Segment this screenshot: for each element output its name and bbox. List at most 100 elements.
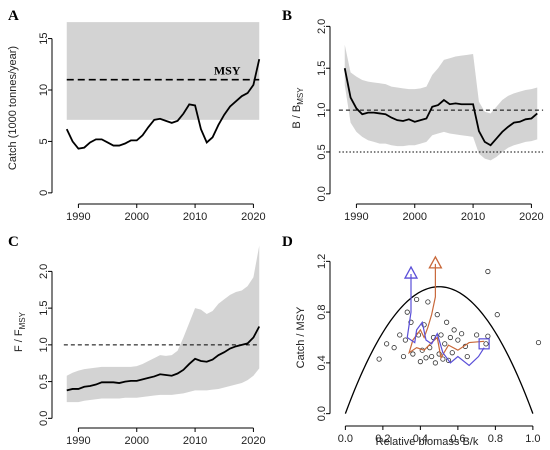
y-tick-label: 2.0 <box>38 264 50 279</box>
scatter-point <box>445 357 452 363</box>
y-tick-label: 1.5 <box>316 61 328 76</box>
scatter-point <box>410 351 416 357</box>
x-tick-label: 2010 <box>461 211 485 223</box>
x-tick-label: 0.8 <box>488 433 503 445</box>
y-axis-label-subscript: MSY <box>18 311 27 329</box>
scatter-point <box>429 353 435 360</box>
scatter-point <box>436 351 442 357</box>
uncertainty-band <box>66 245 260 403</box>
scatter-point <box>464 353 470 360</box>
scatter-point <box>483 341 489 347</box>
fishing-mortality-series-line <box>66 326 261 392</box>
y-tick-label: 1.2 <box>316 254 328 269</box>
scatter-point <box>391 345 397 351</box>
panel-label-d: D <box>282 234 293 250</box>
scatter-point <box>535 339 542 346</box>
scatter-point <box>376 356 382 362</box>
x-tick-label: 2020 <box>519 211 543 223</box>
y-axis-label: Catch (1000 tonnes/year) <box>7 46 19 170</box>
scatter-point <box>414 296 420 303</box>
scatter-point <box>494 312 500 318</box>
y-tick-label: 0.5 <box>316 144 328 159</box>
panel-label-b: B <box>282 8 292 24</box>
scatter-point <box>455 337 461 343</box>
scatter-point <box>474 332 480 338</box>
y-axis-label: Catch / MSY <box>295 306 307 368</box>
panel-b-biomass: 1990 2000 2010 2020 0.0 0.5 1.0 1.5 2.0 B / BMSY <box>291 19 544 223</box>
y-tick-label: 5 <box>38 138 50 144</box>
x-tick-label: 2020 <box>241 435 265 447</box>
scatter-point <box>400 353 407 360</box>
panel-label-a: A <box>8 8 19 24</box>
production-curve <box>344 286 534 414</box>
x-tick-label: 0.4 <box>413 433 428 445</box>
scatter-point <box>384 341 390 347</box>
start-marker-square <box>478 338 490 350</box>
y-tick-label: 1.0 <box>316 102 328 117</box>
scatter-point <box>423 355 429 361</box>
y-tick-label: 10 <box>38 84 50 96</box>
x-tick-label: 1.0 <box>525 433 540 445</box>
y-axis-label-text: F / F <box>13 329 25 352</box>
y-axis-label: F / FMSY <box>13 311 27 352</box>
msy-label: MSY <box>214 64 241 78</box>
x-tick-label: 0.0 <box>338 433 353 445</box>
y-tick-label: 0.8 <box>316 304 328 319</box>
y-tick-label: 1.5 <box>38 300 50 315</box>
scatter-point <box>438 332 444 338</box>
scatter-point <box>442 341 448 347</box>
x-tick-label: 0.2 <box>375 433 390 445</box>
x-tick-label: 2010 <box>183 211 207 223</box>
panel-d-phase-plot: 0.0 0.2 0.4 0.6 0.8 1.0 0.0 0.4 0.8 1.2 Catch / MS… <box>295 254 542 448</box>
scatter-point <box>447 334 453 341</box>
y-tick-label: 0 <box>38 190 50 196</box>
scatter-point <box>397 332 403 338</box>
x-tick-label: 1990 <box>66 435 90 447</box>
y-axis-label-subscript: MSY <box>296 87 305 105</box>
scatter-point <box>417 359 423 365</box>
y-tick-label: 2.0 <box>316 19 328 34</box>
scatter-point <box>432 360 438 366</box>
y-tick-label: 15 <box>38 32 50 44</box>
y-axis-label: B / BMSY <box>291 87 305 129</box>
scatter-point <box>434 312 440 318</box>
y-tick-label: 0.0 <box>316 406 328 421</box>
panel-label-c: C <box>8 234 19 250</box>
scatter-point <box>459 331 465 337</box>
scatter-point <box>451 327 457 333</box>
x-tick-label: 1990 <box>344 211 368 223</box>
scatter-point <box>444 319 450 325</box>
biomass-series-line <box>343 68 538 147</box>
trajectory-blue <box>406 274 485 367</box>
uncertainty-band <box>66 22 260 120</box>
x-tick-label: 2010 <box>183 435 207 447</box>
y-tick-label: 0.0 <box>38 411 50 426</box>
scatter-point <box>425 299 431 305</box>
catch-series-line <box>65 58 261 150</box>
y-tick-label: 1.0 <box>38 337 50 352</box>
y-tick-label: 0.0 <box>316 186 328 201</box>
scatter-point <box>449 350 455 356</box>
y-tick-label: 0.4 <box>316 355 328 370</box>
end-marker-blue-triangle <box>403 265 419 279</box>
panel-c-fishing-mortality: 1990 2000 2010 2020 0.0 0.5 1.0 1.5 2.0 F / FMSY <box>13 245 266 447</box>
scatter-point <box>427 345 433 351</box>
x-tick-label: 2000 <box>403 211 427 223</box>
end-marker-red-triangle <box>428 255 443 269</box>
x-tick-label: 2020 <box>241 211 265 223</box>
y-axis-label-text: Catch / MSY <box>295 306 307 368</box>
scatter-point <box>402 337 408 343</box>
y-axis-label-text: Catch (1000 tonnes/year) <box>7 46 19 170</box>
scatter-point <box>485 333 491 339</box>
x-tick-label: 0.6 <box>450 433 465 445</box>
scatter-point <box>421 322 427 328</box>
scatter-point <box>404 309 410 315</box>
x-tick-label: 2000 <box>125 211 149 223</box>
y-tick-label: 0.5 <box>38 374 50 389</box>
scatter-point <box>485 268 491 275</box>
y-axis-label-text: B / B <box>291 105 303 129</box>
scatter-point <box>408 319 414 325</box>
trajectory-red <box>408 263 485 360</box>
x-tick-label: 1990 <box>66 211 90 223</box>
